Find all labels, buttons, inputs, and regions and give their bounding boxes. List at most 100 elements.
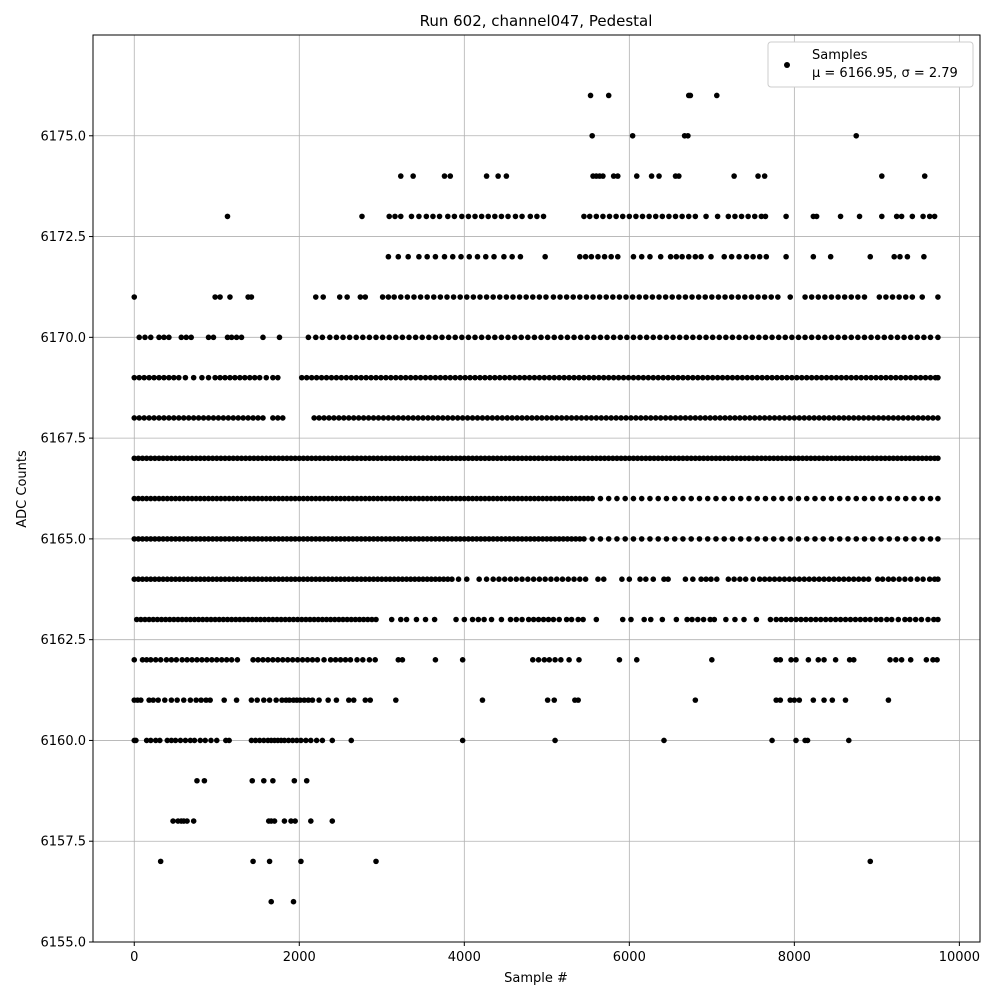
data-point [724,374,731,381]
data-point [395,455,402,462]
data-point [391,495,397,502]
data-point [548,495,554,502]
data-point [238,536,245,542]
data-point [290,616,297,623]
data-point [776,415,783,421]
data-point [501,374,508,381]
data-point [622,455,628,462]
data-point [341,536,348,542]
data-point [606,213,613,220]
data-point [430,213,436,220]
data-point [920,213,926,220]
data-point [787,697,794,703]
data-point [152,495,158,502]
data-point [319,616,326,623]
data-point [542,253,548,260]
data-point [902,536,909,542]
data-point [847,616,854,623]
data-point [150,616,157,623]
data-point [577,495,583,502]
data-point [358,495,364,502]
data-point [561,374,567,381]
data-point [893,657,899,663]
data-point [889,294,896,300]
data-point [618,455,624,462]
data-point [828,495,835,502]
data-point [868,334,874,341]
data-point [407,495,414,502]
data-point [603,415,610,421]
data-point [750,253,756,260]
data-point [183,334,190,341]
data-point [509,415,515,421]
data-point [325,495,331,502]
data-point [783,455,789,462]
data-point [575,697,581,703]
data-point [708,576,714,582]
data-point [832,657,839,663]
data-point [168,495,175,502]
data-point [729,374,736,381]
data-point [867,858,874,865]
data-point [416,576,422,582]
data-point [577,455,583,462]
data-point [608,253,614,260]
data-point [133,737,139,744]
data-point [684,455,690,462]
data-point [333,374,340,381]
data-point [578,415,585,421]
data-point [205,495,212,502]
data-point [568,616,575,623]
data-point [721,455,728,462]
data-point [815,294,822,300]
data-point [670,374,676,381]
data-point [177,737,184,744]
data-point [428,495,435,502]
data-point [469,455,476,462]
data-point [563,294,570,300]
data-point [610,294,616,300]
data-point [585,455,591,462]
data-point [268,898,275,905]
data-point [241,616,247,623]
data-point [246,576,253,582]
data-point [452,374,459,381]
data-point [135,495,142,502]
data-point [415,415,421,421]
data-point [766,576,773,582]
data-point [157,737,163,744]
data-point [803,495,810,502]
data-point [655,536,662,542]
data-point [279,415,286,421]
data-point [801,576,808,582]
data-point [935,415,941,421]
data-point [160,536,166,542]
data-point [879,173,885,179]
data-point [185,536,191,542]
data-point [655,455,662,462]
data-point [853,495,860,502]
data-point [775,294,781,300]
data-point [779,455,785,462]
data-point [600,173,606,179]
data-point [362,294,369,300]
data-point [822,294,828,300]
data-point [242,576,249,582]
data-point [387,455,393,462]
data-point [292,536,298,542]
data-point [466,253,473,260]
data-point [506,374,513,381]
data-point [541,374,548,381]
data-point [343,374,350,381]
data-point [473,495,480,502]
data-point [820,495,827,502]
data-point [563,415,570,421]
data-point [865,576,872,582]
data-point [895,415,902,421]
data-point [428,455,435,462]
data-point [878,374,884,381]
data-point [799,455,806,462]
x-axis-label: Sample # [504,971,568,986]
data-point [853,374,860,381]
